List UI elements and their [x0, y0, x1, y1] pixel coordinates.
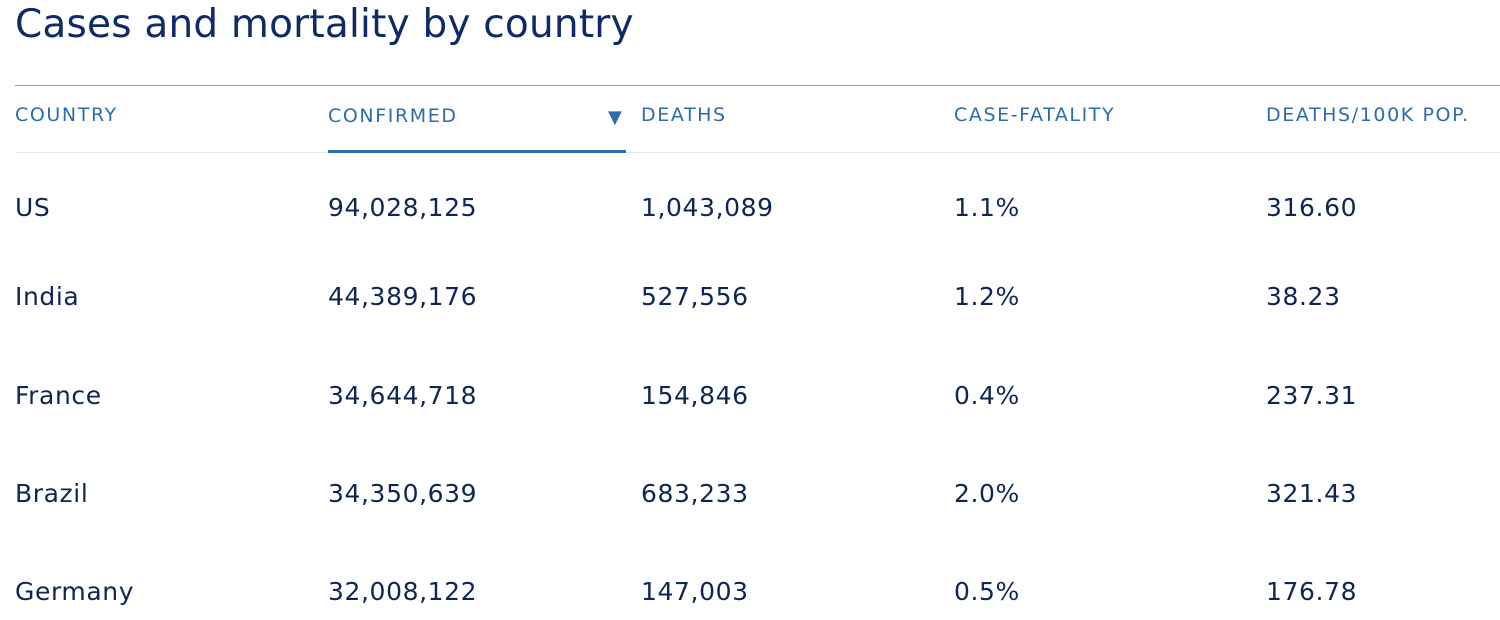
- page-title: Cases and mortality by country: [15, 2, 634, 47]
- table-row: Brazil 34,350,639 683,233 2.0% 321.43: [15, 479, 1500, 519]
- table-top-divider: [15, 85, 1500, 86]
- confirmed-cell: 32,008,122: [328, 577, 478, 606]
- table-row: France 34,644,718 154,846 0.4% 237.31: [15, 381, 1500, 421]
- deaths-cell: 683,233: [641, 479, 749, 508]
- column-header-deaths[interactable]: DEATHS: [641, 104, 727, 126]
- deaths-per-100k-cell: 38.23: [1266, 282, 1341, 311]
- country-cell: India: [15, 282, 80, 311]
- active-sort-underline: [328, 150, 626, 153]
- case-fatality-cell: 1.1%: [954, 193, 1020, 222]
- deaths-cell: 147,003: [641, 577, 749, 606]
- confirmed-cell: 94,028,125: [328, 193, 478, 222]
- deaths-per-100k-cell: 237.31: [1266, 381, 1358, 410]
- case-fatality-cell: 0.5%: [954, 577, 1020, 606]
- column-header-country[interactable]: COUNTRY: [15, 104, 118, 126]
- case-fatality-cell: 2.0%: [954, 479, 1020, 508]
- sort-descending-icon[interactable]: ▼: [608, 107, 622, 128]
- table-header-row: COUNTRY CONFIRMED ▼ DEATHS CASE-FATALITY…: [15, 86, 1500, 153]
- deaths-per-100k-cell: 321.43: [1266, 479, 1358, 508]
- deaths-per-100k-cell: 176.78: [1266, 577, 1358, 606]
- table-row: India 44,389,176 527,556 1.2% 38.23: [15, 282, 1500, 322]
- table-row: Germany 32,008,122 147,003 0.5% 176.78: [15, 577, 1500, 617]
- country-cell: Germany: [15, 577, 135, 606]
- column-header-case-fatality[interactable]: CASE-FATALITY: [954, 104, 1116, 126]
- country-cell: US: [15, 193, 51, 222]
- country-cell: Brazil: [15, 479, 89, 508]
- confirmed-cell: 44,389,176: [328, 282, 478, 311]
- case-fatality-cell: 1.2%: [954, 282, 1020, 311]
- deaths-cell: 154,846: [641, 381, 749, 410]
- table-row: US 94,028,125 1,043,089 1.1% 316.60: [15, 193, 1500, 233]
- confirmed-cell: 34,644,718: [328, 381, 478, 410]
- country-cell: France: [15, 381, 102, 410]
- case-fatality-cell: 0.4%: [954, 381, 1020, 410]
- cases-table: COUNTRY CONFIRMED ▼ DEATHS CASE-FATALITY…: [15, 86, 1500, 606]
- deaths-per-100k-cell: 316.60: [1266, 193, 1358, 222]
- deaths-cell: 527,556: [641, 282, 749, 311]
- column-header-deaths-per-100k[interactable]: DEATHS/100K POP.: [1266, 104, 1470, 126]
- confirmed-cell: 34,350,639: [328, 479, 478, 508]
- deaths-cell: 1,043,089: [641, 193, 774, 222]
- column-header-confirmed[interactable]: CONFIRMED: [328, 105, 458, 127]
